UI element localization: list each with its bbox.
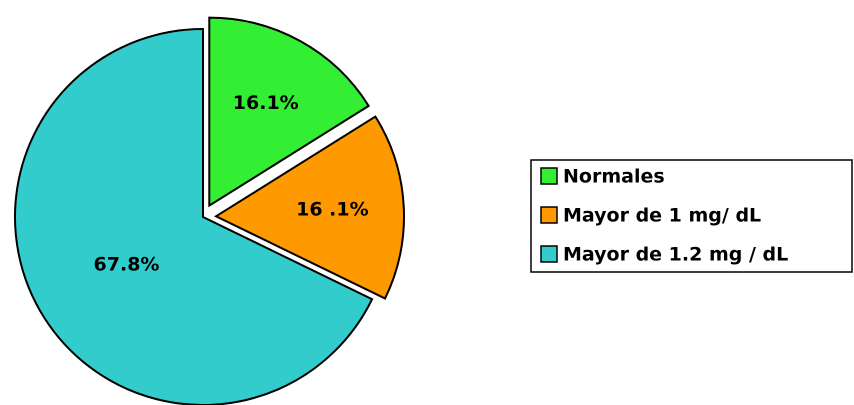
legend-box [530,159,853,273]
pie-slice [213,115,405,300]
legend-label: Mayor de 1 mg/ dL [563,205,761,227]
pie-slice [14,27,374,405]
pie-slice [208,16,371,208]
legend-swatch [540,206,558,224]
legend-label: Mayor de 1.2 mg / dL [563,244,788,266]
value-label: 67.8% [94,253,160,275]
legend-label: Normales [563,166,665,188]
value-label: 16 .1% [296,199,369,221]
legend-swatch [540,245,558,263]
legend-swatch [540,167,558,185]
value-label: 16.1% [233,92,299,114]
